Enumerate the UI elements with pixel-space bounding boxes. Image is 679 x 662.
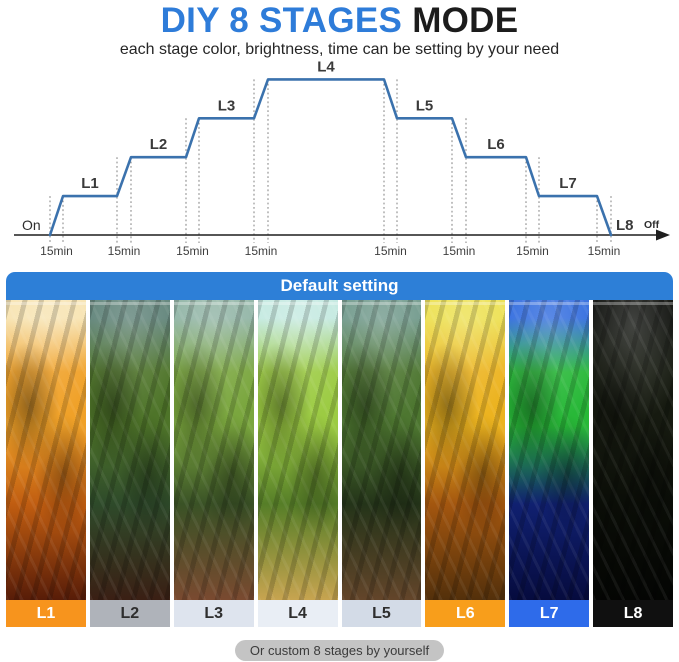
svg-text:L6: L6	[487, 136, 505, 153]
stage-column-l2: L2	[89, 300, 170, 627]
stage-label-l5: L5	[341, 600, 422, 627]
svg-text:15min: 15min	[40, 244, 73, 258]
svg-text:15min: 15min	[108, 244, 141, 258]
svg-text:L1: L1	[81, 175, 99, 192]
svg-text:L5: L5	[416, 97, 434, 114]
title-primary: DIY 8 STAGES	[160, 1, 403, 40]
aquarium-photo-l8	[593, 300, 673, 600]
svg-text:L4: L4	[317, 59, 335, 75]
stage-photo-grid: L1 L2 L3 L4 L5 L6 L7 L8	[6, 300, 673, 627]
stage-column-l8: L8	[593, 300, 673, 627]
aquarium-photo-l7	[509, 300, 590, 600]
default-setting-panel: Default setting L1 L2 L3 L4 L5 L6 L7 L8	[6, 272, 673, 627]
svg-text:15min: 15min	[245, 244, 278, 258]
svg-text:On: On	[22, 217, 41, 233]
stage-label-l3: L3	[173, 600, 254, 627]
aquarium-photo-l2	[89, 300, 170, 600]
stage-label-l1: L1	[6, 600, 86, 627]
svg-text:15min: 15min	[588, 244, 621, 258]
page-header: DIY 8 STAGES MODE each stage color, brig…	[0, 0, 679, 59]
stage-label-l6: L6	[425, 600, 506, 627]
svg-text:L2: L2	[150, 136, 168, 153]
stage-step-chart: 15min 15min 15min 15min 15min 15min 15min 15min…	[14, 59, 670, 258]
svg-text:Off: Off	[644, 219, 660, 231]
aquarium-photo-l5	[341, 300, 422, 600]
stage-column-l1: L1	[6, 300, 86, 627]
stage-column-l3: L3	[173, 300, 254, 627]
stage-column-l5: L5	[341, 300, 422, 627]
aquarium-photo-l3	[173, 300, 254, 600]
svg-text:15min: 15min	[374, 244, 407, 258]
aquarium-photo-l4	[257, 300, 338, 600]
default-setting-header: Default setting	[6, 272, 673, 300]
footnote-row: Or custom 8 stages by yourself	[0, 640, 679, 661]
page-subtitle: each stage color, brightness, time can b…	[119, 41, 560, 58]
stage-label-l8: L8	[593, 600, 673, 627]
svg-text:L8: L8	[616, 217, 634, 234]
stage-label-l7: L7	[509, 600, 590, 627]
svg-text:15min: 15min	[516, 244, 549, 258]
aquarium-photo-l6	[425, 300, 506, 600]
custom-note-pill: Or custom 8 stages by yourself	[234, 640, 445, 661]
svg-text:15min: 15min	[176, 244, 209, 258]
stage-column-l4: L4	[257, 300, 338, 627]
title-secondary: MODE	[412, 1, 519, 40]
aquarium-photo-l1	[6, 300, 86, 600]
svg-text:15min: 15min	[443, 244, 476, 258]
stage-column-l6: L6	[425, 300, 506, 627]
svg-text:L7: L7	[559, 175, 577, 192]
page-title: DIY 8 STAGES MODE	[0, 2, 679, 40]
stage-label-l2: L2	[89, 600, 170, 627]
stage-column-l7: L7	[509, 300, 590, 627]
svg-text:L3: L3	[218, 97, 236, 114]
stage-label-l4: L4	[257, 600, 338, 627]
